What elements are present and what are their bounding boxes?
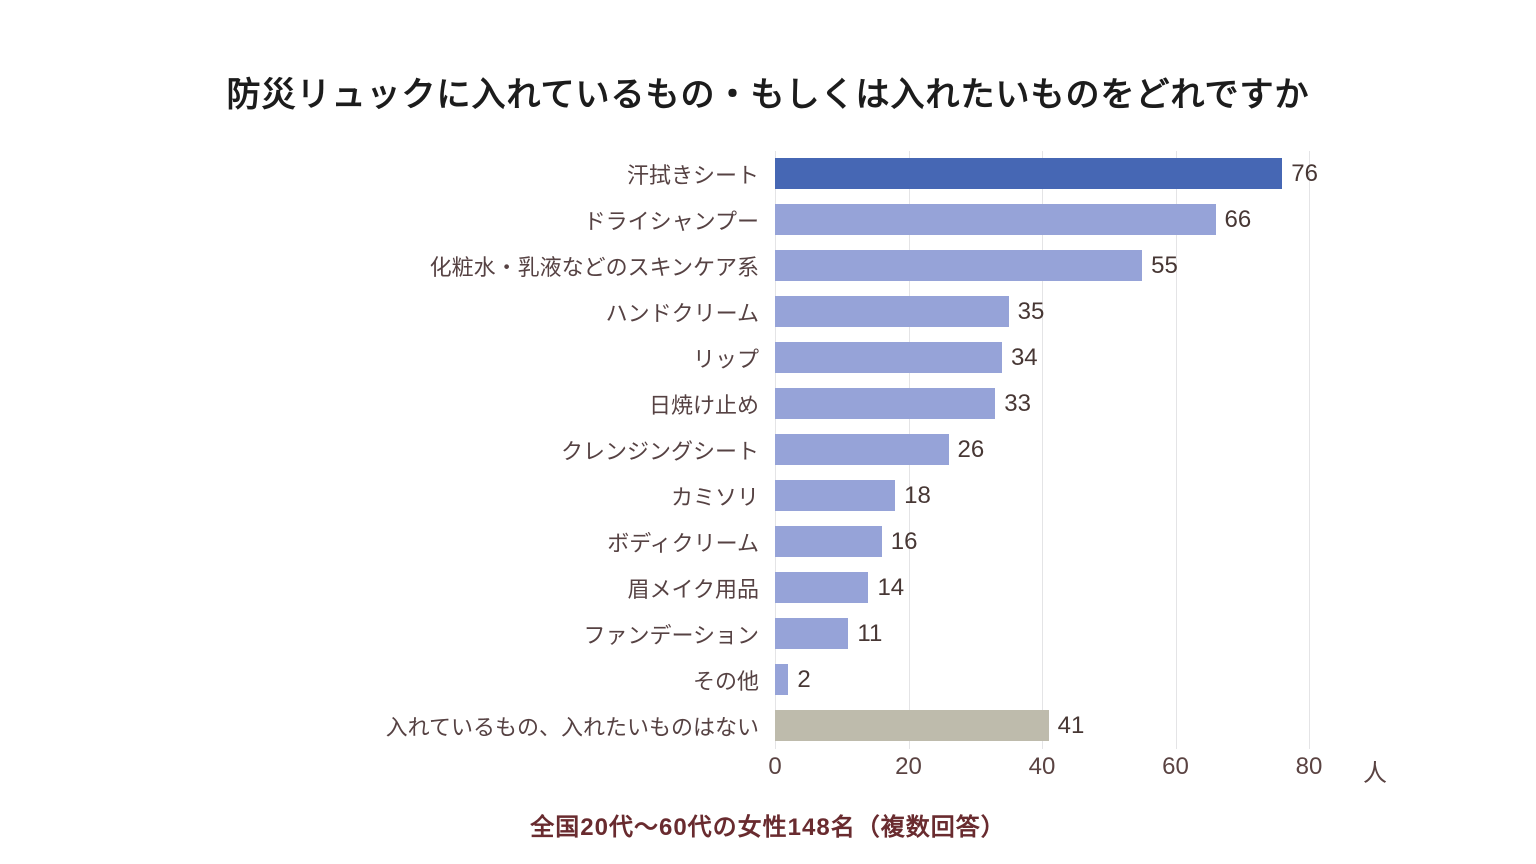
bar — [775, 710, 1049, 741]
chart-row: 化粧水・乳液などのスキンケア系 55 — [0, 243, 1536, 289]
chart-rows: 汗拭きシート 76 ドライシャンプー 66 化粧水・乳液などのスキンケア系 55 ハンドクリ… — [0, 150, 1536, 749]
plot-area: 18 — [775, 473, 1536, 519]
bar — [775, 204, 1216, 235]
value-label: 33 — [1004, 389, 1031, 417]
category-label: 汗拭きシート — [626, 162, 759, 188]
bar — [775, 342, 1002, 373]
category-label: 入れているもの、入れたいものはない — [385, 714, 759, 740]
value-label: 11 — [857, 619, 883, 647]
plot-area: 66 — [775, 197, 1536, 243]
value-label: 26 — [957, 435, 985, 463]
plot-area: 26 — [775, 427, 1536, 473]
chart-row: ボディクリーム 16 — [0, 519, 1536, 565]
bar — [775, 388, 996, 419]
plot-area: 76 — [775, 151, 1536, 197]
chart-row: その他 2 — [0, 657, 1536, 703]
bar — [775, 526, 882, 557]
chart-title: 防災リュックに入れているもの・もしくは入れたいものをどれですか — [226, 76, 1310, 114]
value-label: 41 — [1057, 711, 1085, 739]
chart-row: 眉メイク用品 14 — [0, 565, 1536, 611]
plot-area: 33 — [775, 381, 1536, 427]
x-axis-tick-label: 80 — [1295, 752, 1323, 780]
chart-row: 汗拭きシート 76 — [0, 151, 1536, 197]
bar — [775, 296, 1009, 327]
value-label: 18 — [904, 481, 931, 509]
value-label: 34 — [1010, 343, 1038, 371]
value-label: 35 — [1017, 297, 1045, 325]
x-axis-tick-label: 60 — [1162, 752, 1189, 780]
plot-area: 41 — [775, 703, 1536, 749]
plot-area: 55 — [775, 243, 1536, 289]
x-axis-tick-label: 0 — [768, 752, 782, 780]
x-axis: 人 0 20 40 60 80 — [0, 749, 1536, 787]
value-label: 2 — [797, 665, 811, 693]
chart-row: クレンジングシート 26 — [0, 427, 1536, 473]
plot-area: 35 — [775, 289, 1536, 335]
chart-row: 日焼け止め 33 — [0, 381, 1536, 427]
plot-area: 34 — [775, 335, 1536, 381]
category-label: 日焼け止め — [648, 392, 759, 418]
bar — [775, 250, 1143, 281]
value-label: 14 — [877, 573, 905, 601]
bar-chart: 汗拭きシート 76 ドライシャンプー 66 化粧水・乳液などのスキンケア系 55 ハンドクリ… — [0, 150, 1536, 787]
bar — [775, 480, 896, 511]
x-axis-tick-label: 40 — [1028, 752, 1056, 780]
source-note: 全国20代～60代の女性148名（複数回答） — [530, 813, 1006, 841]
category-label: その他 — [692, 668, 759, 694]
category-label: ボディクリーム — [607, 530, 759, 556]
value-label: 76 — [1291, 159, 1318, 187]
plot-area: 16 — [775, 519, 1536, 565]
category-label: 化粧水・乳液などのスキンケア系 — [429, 254, 759, 280]
bar — [775, 664, 789, 695]
chart-row: ファンデーション 11 — [0, 611, 1536, 657]
bar — [775, 434, 949, 465]
bar — [775, 158, 1283, 189]
value-label: 66 — [1224, 205, 1252, 233]
category-label: 眉メイク用品 — [627, 576, 759, 602]
chart-row: カミソリ 18 — [0, 473, 1536, 519]
chart-row: 入れているもの、入れたいものはない 41 — [0, 703, 1536, 749]
category-label: リップ — [692, 346, 759, 372]
category-label: ハンドクリーム — [605, 300, 759, 326]
bar — [775, 618, 849, 649]
bar — [775, 572, 869, 603]
category-label: ドライシャンプー — [583, 208, 759, 234]
chart-row: ハンドクリーム 35 — [0, 289, 1536, 335]
category-label: ファンデーション — [583, 622, 759, 648]
category-label: クレンジングシート — [560, 438, 759, 464]
value-label: 55 — [1151, 251, 1178, 279]
value-label: 16 — [890, 527, 918, 555]
axis-unit-label: 人 — [1363, 759, 1387, 787]
plot-area: 2 — [775, 657, 1536, 703]
category-label: カミソリ — [670, 484, 759, 510]
plot-area: 14 — [775, 565, 1536, 611]
chart-row: リップ 34 — [0, 335, 1536, 381]
plot-area: 11 — [775, 611, 1536, 657]
chart-row: ドライシャンプー 66 — [0, 197, 1536, 243]
x-axis-tick-label: 20 — [895, 752, 922, 780]
